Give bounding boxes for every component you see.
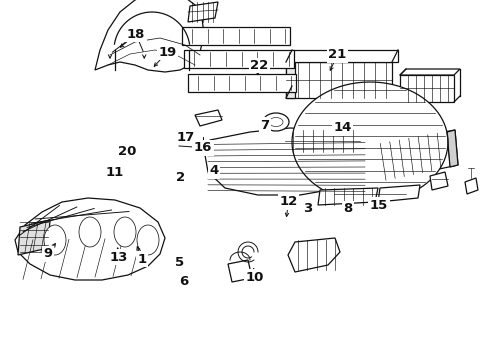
Polygon shape — [285, 130, 292, 152]
Ellipse shape — [79, 217, 101, 247]
Polygon shape — [371, 130, 457, 182]
Text: 12: 12 — [279, 195, 297, 208]
Text: 5: 5 — [175, 256, 184, 269]
Polygon shape — [285, 62, 294, 98]
Polygon shape — [18, 220, 50, 255]
Text: 16: 16 — [193, 141, 212, 154]
Ellipse shape — [44, 225, 66, 255]
Polygon shape — [183, 50, 293, 68]
Polygon shape — [399, 69, 459, 75]
Polygon shape — [464, 178, 477, 194]
Polygon shape — [291, 50, 397, 62]
Polygon shape — [371, 145, 385, 182]
Polygon shape — [317, 188, 377, 205]
Polygon shape — [15, 198, 164, 280]
Text: 17: 17 — [176, 131, 195, 144]
Polygon shape — [287, 238, 339, 272]
Text: 10: 10 — [244, 271, 263, 284]
Polygon shape — [377, 185, 419, 202]
Text: 20: 20 — [118, 145, 136, 158]
Polygon shape — [187, 74, 295, 92]
Polygon shape — [429, 172, 447, 190]
Text: 9: 9 — [43, 247, 52, 260]
Polygon shape — [182, 27, 289, 45]
Polygon shape — [95, 0, 203, 72]
Text: 2: 2 — [176, 171, 185, 184]
Polygon shape — [187, 2, 218, 22]
Polygon shape — [399, 75, 453, 102]
Polygon shape — [204, 128, 369, 195]
Text: 3: 3 — [303, 202, 312, 215]
Text: 14: 14 — [332, 121, 351, 134]
Ellipse shape — [114, 217, 136, 247]
Text: 11: 11 — [105, 166, 124, 179]
Text: 6: 6 — [179, 275, 187, 288]
Ellipse shape — [263, 113, 288, 131]
Text: 4: 4 — [209, 164, 218, 177]
Polygon shape — [195, 110, 222, 126]
Text: 19: 19 — [158, 46, 176, 59]
Text: 15: 15 — [369, 199, 387, 212]
Polygon shape — [291, 82, 447, 202]
Polygon shape — [285, 130, 359, 152]
Text: 22: 22 — [249, 59, 268, 72]
Text: 13: 13 — [109, 251, 127, 264]
Text: 18: 18 — [126, 28, 145, 41]
Polygon shape — [285, 62, 391, 98]
Ellipse shape — [268, 117, 283, 126]
Text: 7: 7 — [260, 119, 269, 132]
Text: 1: 1 — [137, 253, 146, 266]
Text: 8: 8 — [343, 202, 352, 215]
Ellipse shape — [137, 225, 159, 255]
Text: 21: 21 — [327, 48, 346, 61]
Polygon shape — [446, 130, 457, 167]
Polygon shape — [227, 260, 251, 282]
